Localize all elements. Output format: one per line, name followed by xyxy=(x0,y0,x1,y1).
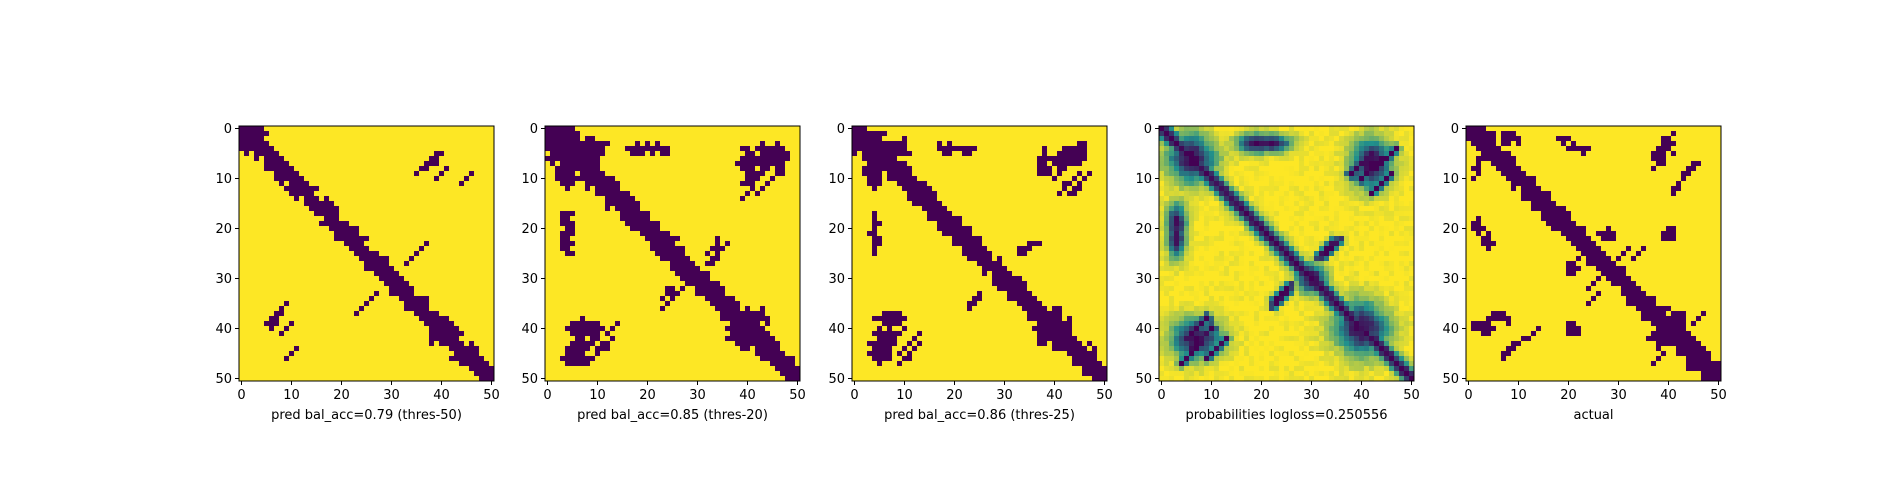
x-tick-label: 30 xyxy=(1303,388,1320,403)
y-tick-label: 40 xyxy=(215,322,232,337)
x-tick-label: 30 xyxy=(383,388,400,403)
x-tick-label: 20 xyxy=(639,388,656,403)
y-tick-label: 0 xyxy=(1451,122,1459,137)
x-tick-label: 10 xyxy=(1203,388,1220,403)
y-tick-label: 30 xyxy=(521,272,538,287)
heatmap-image xyxy=(852,126,1107,381)
x-tick-label: 10 xyxy=(896,388,913,403)
y-tick-label: 0 xyxy=(530,122,538,137)
x-tick-label: 40 xyxy=(1046,388,1063,403)
x-tick-label: 0 xyxy=(850,388,858,403)
y-tick-label: 10 xyxy=(1135,172,1152,187)
y-tick-label: 10 xyxy=(521,172,538,187)
x-axis-label: probabilities logloss=0.250556 xyxy=(1185,408,1387,423)
y-tick-label: 10 xyxy=(828,172,845,187)
x-tick-label: 20 xyxy=(946,388,963,403)
x-tick-label: 30 xyxy=(996,388,1013,403)
x-tick-label: 50 xyxy=(789,388,806,403)
heatmap-image xyxy=(545,126,800,381)
y-tick-label: 30 xyxy=(1442,272,1459,287)
panels: 0 10 20 30 40 50 0 10 20 30 40 50 pred bal_acc=0.79 … xyxy=(215,122,1726,423)
x-tick-label: 0 xyxy=(1464,388,1472,403)
y-tick-label: 0 xyxy=(224,122,232,137)
y-tick-label: 50 xyxy=(828,372,845,387)
heatmap-image xyxy=(239,126,494,381)
x-axis-label: pred bal_acc=0.79 (thres-50) xyxy=(271,408,462,423)
y-tick-label: 20 xyxy=(521,222,538,237)
x-tick-label: 50 xyxy=(1710,388,1727,403)
x-tick-label: 20 xyxy=(333,388,350,403)
x-tick-label: 40 xyxy=(739,388,756,403)
y-tick-label: 20 xyxy=(1135,222,1152,237)
y-tick-label: 40 xyxy=(1135,322,1152,337)
x-tick-label: 10 xyxy=(589,388,606,403)
x-tick-label: 0 xyxy=(1157,388,1165,403)
x-tick-label: 30 xyxy=(689,388,706,403)
x-tick-label: 0 xyxy=(237,388,245,403)
x-tick-label: 50 xyxy=(1403,388,1420,403)
x-tick-label: 20 xyxy=(1253,388,1270,403)
axes-frame xyxy=(1158,125,1415,382)
y-tick-label: 30 xyxy=(828,272,845,287)
x-axis-label: actual xyxy=(1573,408,1613,423)
x-tick-label: 10 xyxy=(1510,388,1527,403)
subplot-5: 0 10 20 30 40 50 0 10 20 30 40 50 actual xyxy=(1442,122,1726,423)
x-tick-label: 30 xyxy=(1610,388,1627,403)
x-tick-label: 40 xyxy=(433,388,450,403)
subplot-3: 0 10 20 30 40 50 0 10 20 30 40 50 pred bal_acc=0.86 … xyxy=(828,122,1112,423)
y-tick-label: 10 xyxy=(1442,172,1459,187)
axes-frame xyxy=(851,125,1108,382)
x-tick-label: 50 xyxy=(483,388,500,403)
x-tick-label: 20 xyxy=(1560,388,1577,403)
heatmap-image xyxy=(1466,126,1721,381)
y-tick-label: 40 xyxy=(521,322,538,337)
heatmap-image xyxy=(1159,126,1414,381)
y-tick-label: 50 xyxy=(1135,372,1152,387)
x-axis-label: pred bal_acc=0.86 (thres-25) xyxy=(884,408,1075,423)
axes-frame xyxy=(1465,125,1722,382)
x-tick-label: 40 xyxy=(1660,388,1677,403)
y-tick-label: 30 xyxy=(215,272,232,287)
y-tick-label: 10 xyxy=(215,172,232,187)
y-tick-label: 50 xyxy=(215,372,232,387)
y-tick-label: 50 xyxy=(1442,372,1459,387)
x-tick-label: 50 xyxy=(1096,388,1113,403)
axes-frame xyxy=(238,125,495,382)
y-tick-label: 40 xyxy=(1442,322,1459,337)
y-tick-label: 50 xyxy=(521,372,538,387)
x-tick-label: 40 xyxy=(1353,388,1370,403)
x-tick-label: 0 xyxy=(543,388,551,403)
axes-frame xyxy=(544,125,801,382)
subplot-2: 0 10 20 30 40 50 0 10 20 30 40 50 pred bal_acc=0.85 … xyxy=(521,122,805,423)
x-axis-label: pred bal_acc=0.85 (thres-20) xyxy=(577,408,768,423)
y-tick-label: 20 xyxy=(215,222,232,237)
y-tick-label: 0 xyxy=(1144,122,1152,137)
subplot-1: 0 10 20 30 40 50 0 10 20 30 40 50 pred bal_acc=0.79 … xyxy=(215,122,499,423)
x-tick-label: 10 xyxy=(283,388,300,403)
y-tick-label: 0 xyxy=(837,122,845,137)
subplot-4: 0 10 20 30 40 50 0 10 20 30 40 50 probabilities logl… xyxy=(1135,122,1419,423)
y-tick-label: 20 xyxy=(1442,222,1459,237)
y-tick-label: 30 xyxy=(1135,272,1152,287)
y-tick-label: 40 xyxy=(828,322,845,337)
y-tick-label: 20 xyxy=(828,222,845,237)
